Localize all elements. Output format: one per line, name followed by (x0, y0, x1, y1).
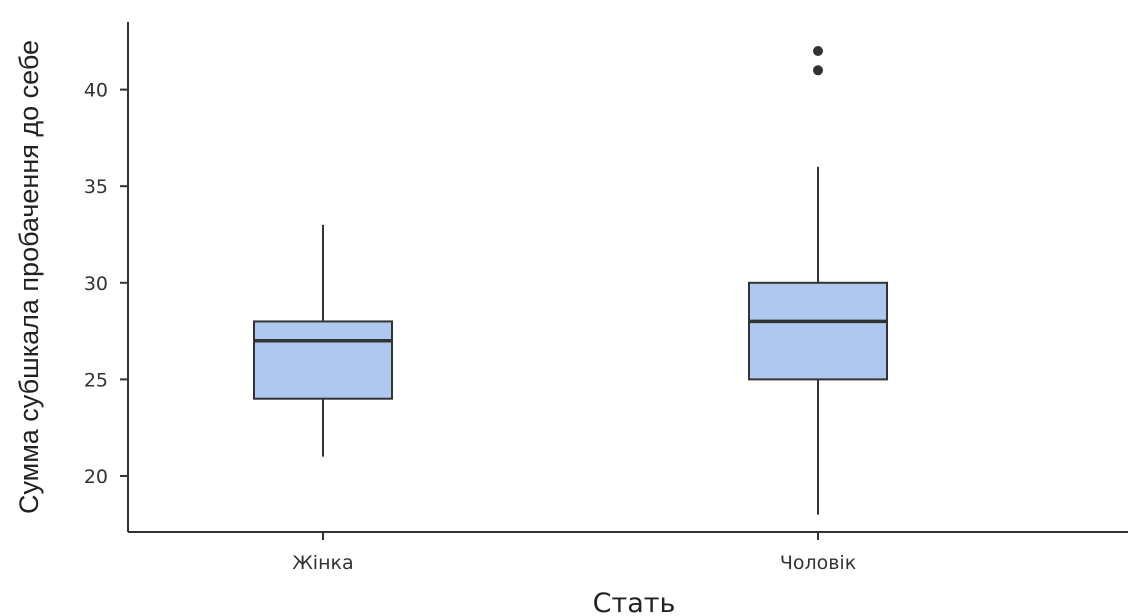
y-tick-label: 40 (84, 80, 108, 102)
x-tick-label: Жінка (292, 552, 353, 574)
box-iqr (748, 281, 888, 381)
y-axis-title: Сумма субшкала пробачення до себе (14, 40, 44, 514)
y-tick-label: 25 (84, 369, 108, 391)
outlier-point (813, 45, 823, 56)
x-axis-title: Стать (593, 588, 676, 616)
outlier-point (813, 65, 823, 76)
x-tick-label: Чоловік (780, 552, 856, 574)
y-axis-ticks: 20 25 30 35 40 (84, 80, 128, 488)
chart-marks (253, 45, 888, 515)
box-iqr (253, 320, 393, 400)
y-tick-label: 35 (84, 176, 108, 198)
x-axis-ticks: Жінка Чоловік (292, 532, 856, 574)
y-tick-label: 20 (84, 466, 108, 488)
y-tick-label: 30 (84, 273, 108, 295)
